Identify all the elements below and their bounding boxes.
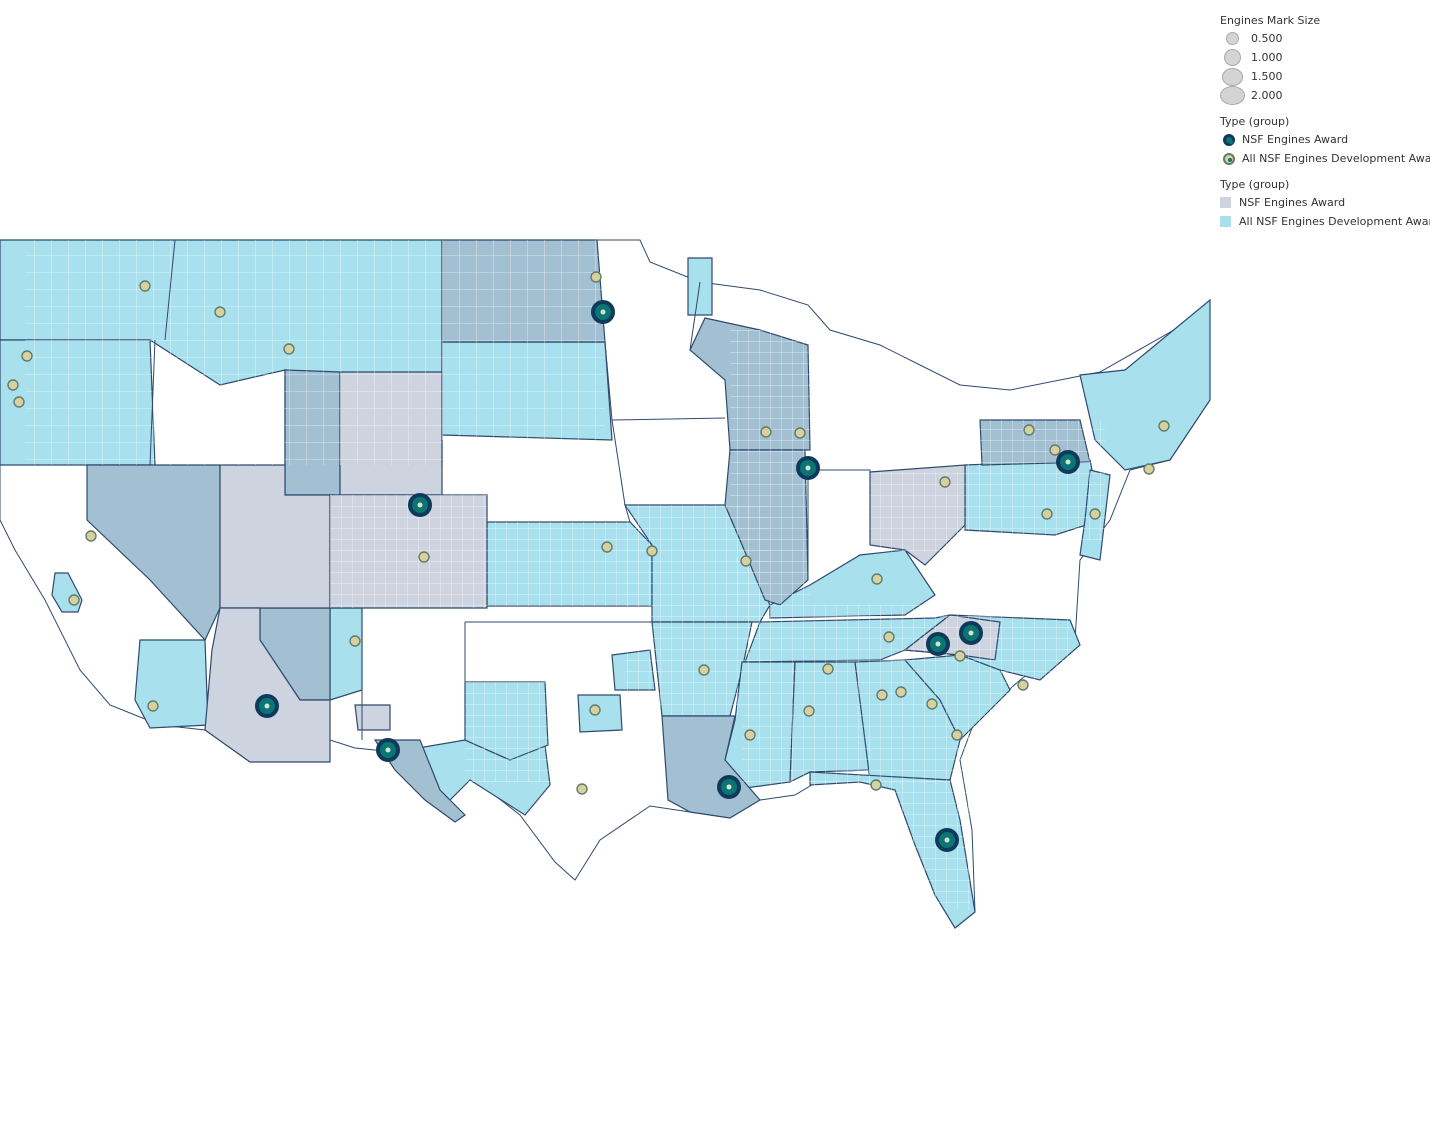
legend-size-item[interactable]: 2.000 bbox=[1220, 86, 1430, 105]
state-borders bbox=[149, 239, 871, 740]
dev-marker[interactable] bbox=[283, 343, 295, 355]
area-el-paso bbox=[373, 739, 466, 823]
engine-marker[interactable] bbox=[796, 456, 820, 480]
dev-marker[interactable] bbox=[590, 271, 602, 283]
dev-marker[interactable] bbox=[601, 541, 613, 553]
legend-size-section: Engines Mark Size 0.500 1.000 1.500 2.00… bbox=[1220, 14, 1430, 105]
area-dfw bbox=[577, 694, 623, 733]
legend-size-label: 1.000 bbox=[1251, 51, 1283, 64]
area-southern-california bbox=[134, 639, 209, 729]
dev-marker[interactable] bbox=[68, 594, 80, 606]
map-legend: Engines Mark Size 0.500 1.000 1.500 2.00… bbox=[1220, 14, 1430, 241]
size-circle-icon bbox=[1220, 86, 1245, 105]
dev-marker[interactable] bbox=[1017, 679, 1029, 691]
dev-marker[interactable] bbox=[954, 650, 966, 662]
county-lines bbox=[25, 240, 1105, 910]
legend-areas-section: Type (group) NSF Engines Award All NSF E… bbox=[1220, 178, 1430, 231]
dev-marker[interactable] bbox=[576, 783, 588, 795]
dev-marker[interactable] bbox=[1089, 508, 1101, 520]
development-award-markers bbox=[7, 271, 1170, 795]
legend-mark-label: All NSF Engines Development Awards bbox=[1242, 152, 1430, 165]
legend-size-label: 0.500 bbox=[1251, 32, 1283, 45]
engine-marker[interactable] bbox=[959, 621, 983, 645]
engine-marker[interactable] bbox=[935, 828, 959, 852]
dev-marker[interactable] bbox=[139, 280, 151, 292]
legend-area-label: NSF Engines Award bbox=[1239, 196, 1346, 209]
dev-marker[interactable] bbox=[794, 427, 806, 439]
dev-marker[interactable] bbox=[876, 689, 888, 701]
engine-marker[interactable] bbox=[255, 694, 279, 718]
dev-marker[interactable] bbox=[740, 555, 752, 567]
legend-area-label: All NSF Engines Development Awards bbox=[1239, 215, 1430, 228]
legend-size-item[interactable]: 1.500 bbox=[1220, 67, 1430, 86]
dev-marker[interactable] bbox=[1158, 420, 1170, 432]
dev-marker[interactable] bbox=[939, 476, 951, 488]
engine-marker[interactable] bbox=[1056, 450, 1080, 474]
engine-marker[interactable] bbox=[408, 493, 432, 517]
legend-size-title: Engines Mark Size bbox=[1220, 14, 1321, 27]
dev-marker[interactable] bbox=[1049, 444, 1061, 456]
size-circle-icon bbox=[1224, 49, 1241, 66]
legend-mark-label: NSF Engines Award bbox=[1242, 133, 1349, 146]
development-area-swatch bbox=[1220, 216, 1231, 227]
dev-marker[interactable] bbox=[85, 530, 97, 542]
dev-marker[interactable] bbox=[803, 705, 815, 717]
legend-mark-item[interactable]: NSF Engines Award bbox=[1220, 130, 1430, 149]
size-circle-icon bbox=[1222, 67, 1243, 86]
size-circle-icon bbox=[1226, 32, 1239, 45]
legend-size-item[interactable]: 1.000 bbox=[1220, 48, 1430, 67]
engine-marker[interactable] bbox=[717, 775, 741, 799]
legend-area-item[interactable]: All NSF Engines Development Awards bbox=[1220, 212, 1430, 231]
dev-marker[interactable] bbox=[895, 686, 907, 698]
dev-marker[interactable] bbox=[1023, 424, 1035, 436]
engine-marker[interactable] bbox=[376, 738, 400, 762]
dev-marker[interactable] bbox=[760, 426, 772, 438]
engine-marker[interactable] bbox=[926, 632, 950, 656]
legend-marks-section: Type (group) NSF Engines Award All NSF E… bbox=[1220, 115, 1430, 168]
dev-marker[interactable] bbox=[21, 350, 33, 362]
legend-marks-title: Type (group) bbox=[1220, 115, 1290, 128]
dev-marker[interactable] bbox=[883, 631, 895, 643]
dev-marker[interactable] bbox=[870, 779, 882, 791]
dev-marker[interactable] bbox=[1143, 463, 1155, 475]
legend-mark-item[interactable]: All NSF Engines Development Awards bbox=[1220, 149, 1430, 168]
legend-areas-title: Type (group) bbox=[1220, 178, 1290, 191]
dev-marker[interactable] bbox=[871, 573, 883, 585]
engines-award-marker-icon bbox=[1223, 133, 1235, 146]
dev-marker[interactable] bbox=[822, 663, 834, 675]
dev-marker[interactable] bbox=[951, 729, 963, 741]
legend-size-item[interactable]: 0.500 bbox=[1220, 29, 1430, 48]
dev-marker[interactable] bbox=[698, 664, 710, 676]
dev-marker[interactable] bbox=[214, 306, 226, 318]
dev-marker[interactable] bbox=[1041, 508, 1053, 520]
area-nm-south bbox=[354, 704, 391, 731]
state-arizona bbox=[204, 607, 331, 763]
dev-marker[interactable] bbox=[646, 545, 658, 557]
legend-area-item[interactable]: NSF Engines Award bbox=[1220, 193, 1430, 212]
dev-marker[interactable] bbox=[349, 635, 361, 647]
dev-marker[interactable] bbox=[13, 396, 25, 408]
legend-size-label: 2.000 bbox=[1251, 89, 1283, 102]
engines-area-swatch bbox=[1220, 197, 1231, 208]
dev-marker[interactable] bbox=[589, 704, 601, 716]
engine-marker[interactable] bbox=[591, 300, 615, 324]
dev-marker[interactable] bbox=[147, 700, 159, 712]
legend-size-label: 1.500 bbox=[1251, 70, 1283, 83]
dev-marker[interactable] bbox=[7, 379, 19, 391]
dev-marker[interactable] bbox=[418, 551, 430, 563]
dev-marker[interactable] bbox=[926, 698, 938, 710]
development-award-marker-icon bbox=[1223, 152, 1235, 165]
area-minnesota-north bbox=[687, 257, 713, 316]
engines-award-markers bbox=[255, 300, 1080, 852]
area-east-new-mexico bbox=[329, 607, 363, 701]
dev-marker[interactable] bbox=[744, 729, 756, 741]
